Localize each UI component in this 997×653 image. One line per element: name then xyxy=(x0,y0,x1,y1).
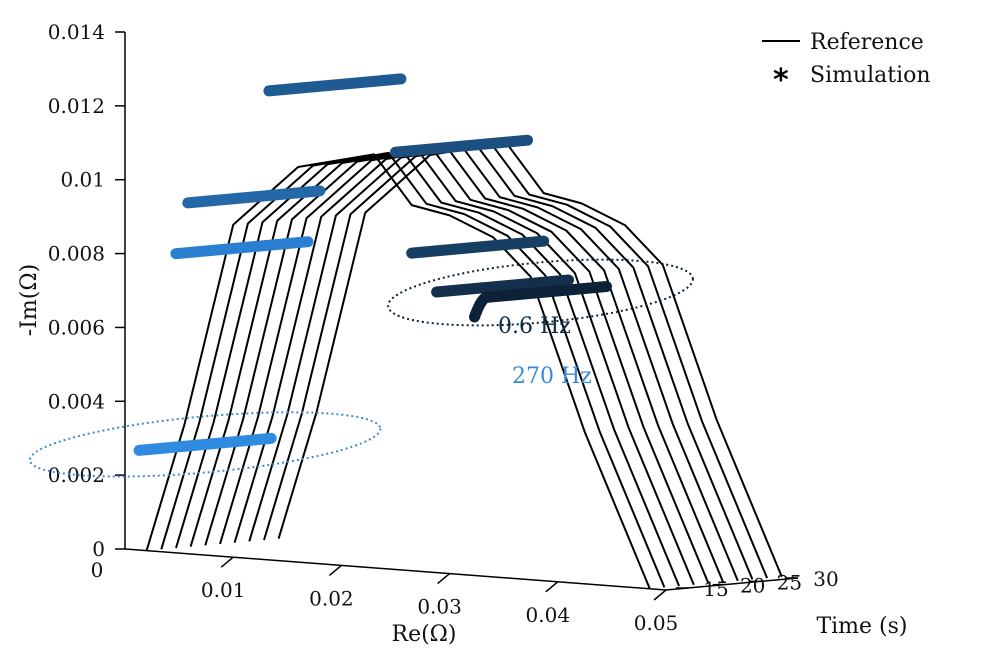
x-tick-mark xyxy=(220,556,234,568)
highlight-ellipses xyxy=(28,258,694,478)
y-tick-label: 0.014 xyxy=(48,20,105,44)
reference-curve xyxy=(219,146,725,583)
reference-curve xyxy=(248,143,754,580)
time-axis-title: Time (s) xyxy=(816,614,907,639)
legend-reference-label: Reference xyxy=(810,30,924,55)
ellipse-270-hz xyxy=(28,411,382,478)
x-tick-label: 0.02 xyxy=(309,586,354,610)
time-tick-label: 20 xyxy=(740,574,765,598)
reference-curve xyxy=(160,151,666,588)
y-tick-label: 0.006 xyxy=(48,315,105,339)
legend-simulation-label: Simulation xyxy=(810,63,931,88)
simulation-band xyxy=(390,134,533,158)
x-tick-mark xyxy=(328,564,342,576)
x-tick-mark xyxy=(437,573,451,585)
reference-curve xyxy=(145,153,651,590)
x-axis-title: Re(Ω) xyxy=(392,622,457,647)
y-axis-title: -Im(Ω) xyxy=(17,264,42,336)
annotation-0-6-hz: 0.6 Hz xyxy=(498,314,571,339)
simulation-band xyxy=(431,274,575,298)
simulation-band xyxy=(263,73,407,97)
x-tick-mark xyxy=(653,589,667,601)
y-tick-label: 0.012 xyxy=(48,94,105,118)
y-tick-label: 0.008 xyxy=(48,242,105,266)
time-tick-label: 30 xyxy=(813,567,838,591)
reference-curve xyxy=(263,142,769,579)
simulation-band xyxy=(133,432,277,456)
x-tick-label: 0.01 xyxy=(201,578,246,602)
simulation-band xyxy=(182,185,326,209)
y-tick-label: 0 xyxy=(92,537,105,561)
legend: Reference * Simulation xyxy=(762,30,931,98)
y-tick-label: 0.002 xyxy=(48,463,105,487)
reference-curve xyxy=(204,147,710,584)
x-tick-label: 0 xyxy=(91,558,104,582)
simulation-band xyxy=(170,236,314,260)
reference-curve xyxy=(189,149,695,586)
axes: 0 0.002 0.004 0.006 0.008 0.01 0.012 0.014 0 0.01… xyxy=(48,20,839,635)
ellipse-0-6-hz xyxy=(387,258,694,327)
y-tick-label: 0.004 xyxy=(48,389,105,413)
x-axis-line xyxy=(124,548,667,591)
simulation-band xyxy=(406,235,550,259)
y-tick-label: 0.01 xyxy=(60,168,105,192)
x-tick-label: 0.04 xyxy=(526,603,571,627)
x-tick-label: 0.05 xyxy=(634,611,679,635)
reference-curve xyxy=(175,150,681,587)
legend-simulation-marker: * xyxy=(773,63,789,98)
annotation-270-hz: 270 Hz xyxy=(512,364,592,389)
reference-curve xyxy=(277,141,783,578)
reference-curves xyxy=(145,141,783,590)
x-tick-mark xyxy=(545,581,559,593)
simulation-band xyxy=(469,281,612,323)
x-tick-label: 0.03 xyxy=(417,595,462,619)
simulation-bands xyxy=(133,73,612,456)
reference-curve xyxy=(233,145,739,582)
